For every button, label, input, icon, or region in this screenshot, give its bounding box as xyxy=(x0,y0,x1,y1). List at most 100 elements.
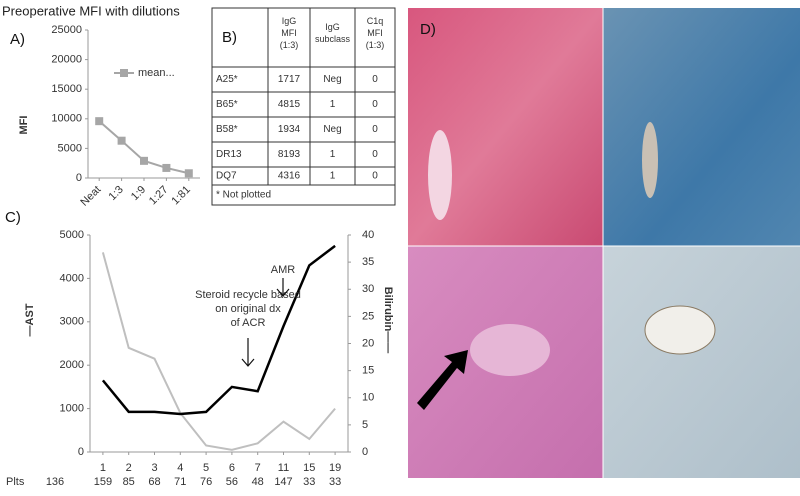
table-cell: 0 xyxy=(372,149,378,160)
legend-marker xyxy=(120,69,128,77)
annotation-arrowhead xyxy=(241,358,255,367)
plt-value: 159 xyxy=(94,476,112,488)
table-cell: B65* xyxy=(216,99,238,110)
table-cell: 1 xyxy=(330,99,336,110)
y-tick-label: 1000 xyxy=(60,403,84,415)
x-tick-label: 1 xyxy=(100,462,106,474)
plt-value: 33 xyxy=(303,476,315,488)
table-cell: 0 xyxy=(372,124,378,135)
plt-value: 56 xyxy=(226,476,238,488)
table-label: B) xyxy=(222,29,237,46)
x-tick-label: 19 xyxy=(329,462,341,474)
plt-value: 71 xyxy=(174,476,186,488)
table-cell: 1934 xyxy=(278,124,301,135)
y-tick-label: 10000 xyxy=(51,113,82,125)
table-cell: 8193 xyxy=(278,149,301,160)
y-axis-label: —AST xyxy=(24,303,36,336)
table-cell: 1717 xyxy=(278,74,301,85)
x-tick-label: 4 xyxy=(177,462,183,474)
series-line xyxy=(98,120,190,175)
panel-label: C) xyxy=(5,209,21,226)
point xyxy=(184,169,193,178)
annotation-arrowhead xyxy=(276,288,290,297)
series-line xyxy=(101,244,336,416)
y2-tick-label: 40 xyxy=(362,229,374,241)
y-tick-label: 0 xyxy=(76,172,82,184)
y2-tick-label: 10 xyxy=(362,392,374,404)
y2-tick-label: 20 xyxy=(362,337,374,349)
plt-value: 147 xyxy=(274,476,292,488)
table-cell: 4815 xyxy=(278,99,301,110)
ihc-high xyxy=(603,246,800,478)
y-tick-label: 4000 xyxy=(60,272,84,284)
plt-value: 33 xyxy=(329,476,341,488)
table-cell: 1 xyxy=(330,171,336,182)
annotation: on original dx xyxy=(215,303,281,315)
x-tick-label: 1:9 xyxy=(129,184,148,203)
point xyxy=(117,136,126,145)
plt-value: 48 xyxy=(252,476,264,488)
x-tick-label: 11 xyxy=(278,462,289,474)
y-tick-label: 2000 xyxy=(60,359,84,371)
y2-tick-label: 5 xyxy=(362,419,368,431)
x-tick-label: 1:81 xyxy=(169,184,193,208)
table-cell: 1 xyxy=(330,149,336,160)
x-tick-label: 5 xyxy=(203,462,209,474)
plt-value: 68 xyxy=(148,476,160,488)
table-cell: Neg xyxy=(323,74,341,85)
x-tick-label: Neat xyxy=(78,184,103,209)
header-cell: C1q MFI (1:3) xyxy=(366,16,385,50)
table-cell: A25* xyxy=(216,74,238,85)
table-cell: 0 xyxy=(372,99,378,110)
arrow xyxy=(417,350,468,410)
point xyxy=(95,117,104,126)
panel-label: A) xyxy=(10,31,25,48)
table-cell: 0 xyxy=(372,171,378,182)
x-tick-label: 6 xyxy=(229,462,235,474)
panel-d-images: D) xyxy=(408,8,800,478)
annotation: Steroid recycle based xyxy=(195,289,301,301)
y-tick-label: 0 xyxy=(78,446,84,458)
vessel xyxy=(642,122,658,198)
y2-tick-label: 25 xyxy=(362,310,374,322)
y-tick-label: 20000 xyxy=(51,54,82,66)
x-tick-label: 1:3 xyxy=(106,184,125,203)
y-tick-label: 15000 xyxy=(51,83,82,95)
x-tick-label: 2 xyxy=(126,462,132,474)
table-cell: B58* xyxy=(216,124,238,135)
vessel xyxy=(470,324,550,376)
y-tick-label: 5000 xyxy=(60,229,84,241)
table-cell: Neg xyxy=(323,124,341,135)
y2-tick-label: 15 xyxy=(362,365,374,377)
ihc-low xyxy=(603,8,800,246)
plt-value: 136 xyxy=(46,476,64,488)
plt-label: Plts xyxy=(6,476,25,488)
header-cell: IgG subclass xyxy=(315,22,351,44)
legend-label: mean... xyxy=(138,67,175,79)
table-footer: * Not plotted xyxy=(216,190,271,201)
y-tick-label: 25000 xyxy=(51,24,82,36)
y2-axis-label: Bilirubin—— xyxy=(382,287,394,354)
y2-tick-label: 0 xyxy=(362,446,368,458)
y2-tick-label: 30 xyxy=(362,283,374,295)
y-axis-label: MFI xyxy=(18,116,30,135)
y-tick-label: 5000 xyxy=(58,142,82,154)
annotation: of ACR xyxy=(231,317,266,329)
point xyxy=(162,163,171,172)
table: B) IgG MFI (1:3) IgG subclass C1q MFI (1:3) A25* 1… xyxy=(211,7,396,206)
y-tick-label: 3000 xyxy=(60,316,84,328)
x-tick-label: 1:27 xyxy=(147,184,171,208)
annotation: AMR xyxy=(271,264,296,276)
table-cell: DQ7 xyxy=(216,171,237,182)
header-cell: IgG MFI (1:3) xyxy=(280,16,299,50)
vessel xyxy=(644,305,716,355)
table-cell: DR13 xyxy=(216,149,242,160)
table-border xyxy=(211,7,396,206)
point xyxy=(140,156,148,165)
table-cell: 4316 xyxy=(278,171,301,182)
x-tick-label: 15 xyxy=(303,462,315,474)
vessel xyxy=(428,130,452,220)
table-cell: 0 xyxy=(372,74,378,85)
y2-tick-label: 35 xyxy=(362,256,374,268)
x-tick-label: 7 xyxy=(255,462,261,474)
